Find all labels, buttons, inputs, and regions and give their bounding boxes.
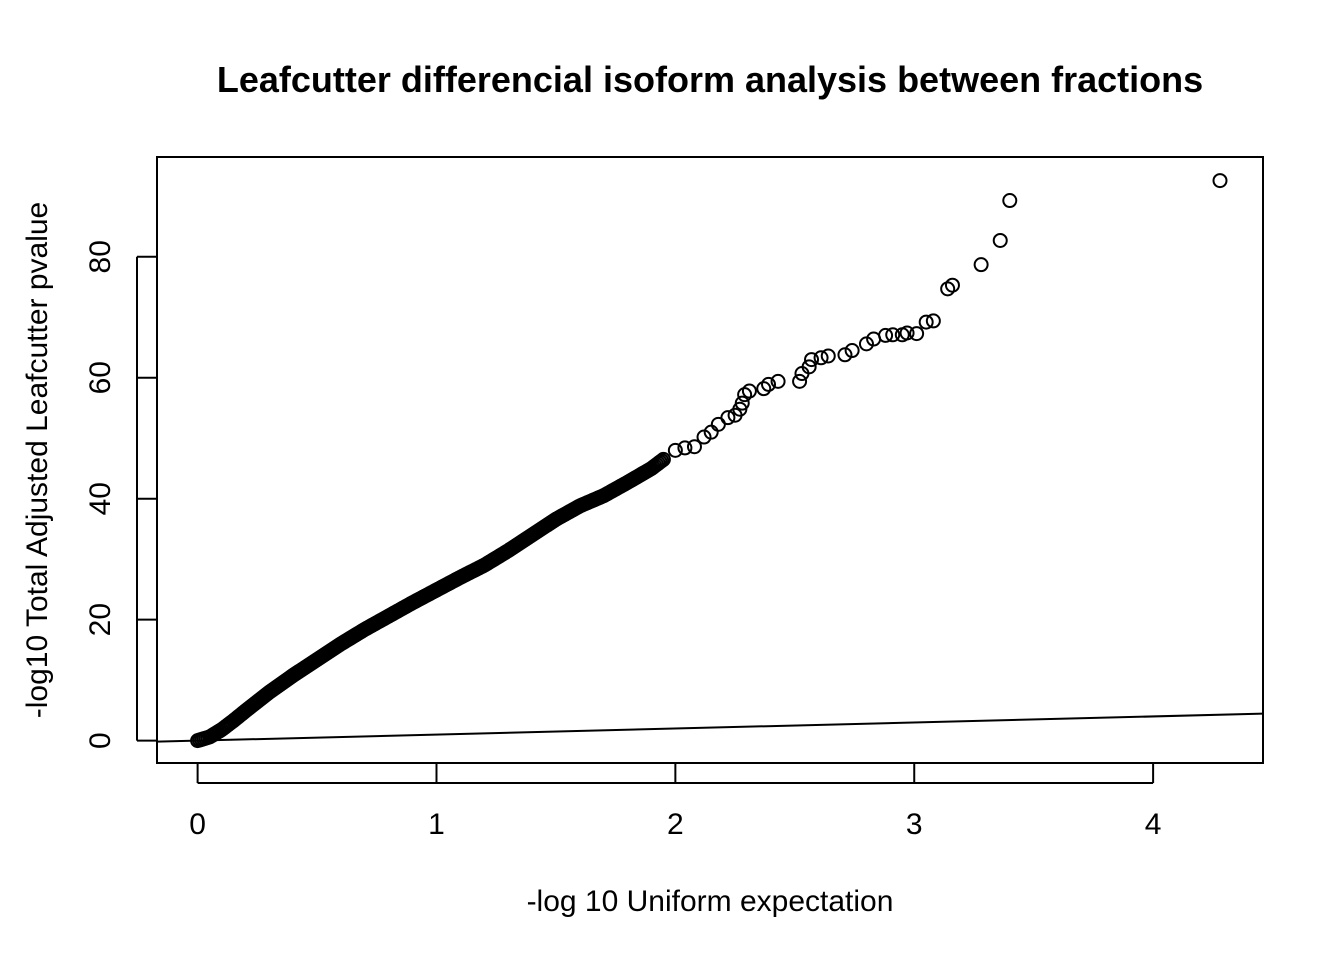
data-point: [761, 376, 777, 392]
x-tick-label: 1: [428, 808, 445, 841]
x-axis-label: -log 10 Uniform expectation: [527, 885, 894, 918]
chart-title: Leafcutter differencial isoform analysis…: [217, 59, 1203, 100]
data-point: [878, 327, 894, 343]
data-point: [686, 439, 702, 455]
data-point: [792, 373, 808, 389]
y-tick-label: 60: [84, 361, 117, 394]
data-point: [973, 257, 989, 273]
data-point: [770, 373, 786, 389]
y-tick-label: 0: [84, 732, 117, 749]
data-point: [925, 313, 941, 329]
plot-frame: [156, 156, 1264, 764]
data-point: [710, 416, 726, 432]
data-points: [190, 173, 1228, 749]
x-tick-label: 0: [189, 808, 206, 841]
data-point: [804, 352, 820, 368]
data-point: [734, 395, 750, 411]
x-tick-label: 4: [1145, 808, 1162, 841]
x-tick-label: 2: [667, 808, 684, 841]
y-axis: 0 20 40 60 80: [84, 240, 157, 749]
data-point: [813, 350, 829, 366]
y-tick-label: 40: [84, 482, 117, 515]
data-point: [756, 381, 772, 397]
data-point: [720, 410, 736, 426]
data-point: [741, 383, 757, 399]
data-point: [918, 314, 934, 330]
data-point: [677, 440, 693, 456]
data-point: [1212, 173, 1228, 189]
y-tick-label: 20: [84, 603, 117, 636]
y-axis-label: -log10 Total Adjusted Leafcutter pvalue: [21, 202, 54, 718]
data-point: [944, 277, 960, 293]
data-point: [837, 347, 853, 363]
reference-line: [156, 712, 1264, 743]
data-point: [844, 343, 860, 359]
data-point: [820, 348, 836, 364]
data-point: [885, 327, 901, 343]
data-point: [899, 325, 915, 341]
x-tick-label: 3: [906, 808, 923, 841]
x-axis: 0 1 2 3 4: [189, 763, 1161, 841]
data-point: [652, 454, 668, 470]
data-point: [909, 326, 925, 342]
y-tick-label: 80: [84, 240, 117, 273]
data-point: [1002, 193, 1018, 209]
data-point: [655, 451, 671, 467]
data-point: [801, 359, 817, 375]
data-point: [992, 232, 1008, 248]
data-point: [654, 453, 670, 469]
data-point: [667, 442, 683, 458]
